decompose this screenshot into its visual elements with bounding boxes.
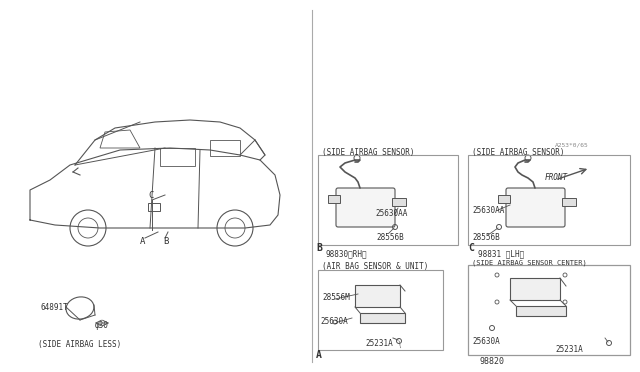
Bar [318,270,443,350]
Bar [498,195,510,203]
Text: FRONT: FRONT [545,173,568,182]
Text: (SIDE AIRBAG SENSOR): (SIDE AIRBAG SENSOR) [472,148,564,157]
Bar [148,203,160,211]
Text: B: B [163,237,168,246]
Text: 25231A: 25231A [365,340,393,349]
Text: 28556M: 28556M [322,294,349,302]
Polygon shape [355,285,400,307]
Text: 25630A: 25630A [472,337,500,346]
Bar [468,265,630,355]
Text: C: C [148,190,154,199]
Text: 98831 〈LH〉: 98831 〈LH〉 [478,250,524,259]
Polygon shape [516,306,566,316]
Text: 25630AA: 25630AA [375,208,408,218]
Bar [392,198,406,206]
Text: A: A [140,237,145,246]
Text: (AIR BAG SENSOR & UNIT): (AIR BAG SENSOR & UNIT) [322,263,428,272]
Text: φ30: φ30 [95,321,109,330]
Text: 64891T: 64891T [40,304,68,312]
Bar [210,140,240,156]
Bar [328,195,340,203]
Text: A253*0/65: A253*0/65 [555,142,589,148]
FancyBboxPatch shape [336,188,395,227]
Bar [318,155,458,245]
Text: (SIDE AIRBAG SENSOR CENTER): (SIDE AIRBAG SENSOR CENTER) [472,260,587,266]
Text: 25231A: 25231A [555,346,583,355]
FancyBboxPatch shape [506,188,565,227]
Text: (SIDE AIRBAG LESS): (SIDE AIRBAG LESS) [38,340,121,350]
Text: 98830〈RH〉: 98830〈RH〉 [326,250,367,259]
Text: C: C [468,243,474,253]
Bar [160,148,195,166]
Text: (SIDE AIRBAG SENSOR): (SIDE AIRBAG SENSOR) [322,148,415,157]
Text: A: A [316,350,322,360]
Bar [468,155,630,245]
Text: 98820: 98820 [480,357,505,366]
Polygon shape [510,278,560,300]
Polygon shape [360,313,405,323]
Bar [562,198,576,206]
Text: 28556B: 28556B [472,232,500,241]
Text: 25630AA: 25630AA [472,205,504,215]
Text: 28556B: 28556B [376,232,404,241]
Text: 25630A: 25630A [320,317,348,327]
Text: B: B [316,243,322,253]
